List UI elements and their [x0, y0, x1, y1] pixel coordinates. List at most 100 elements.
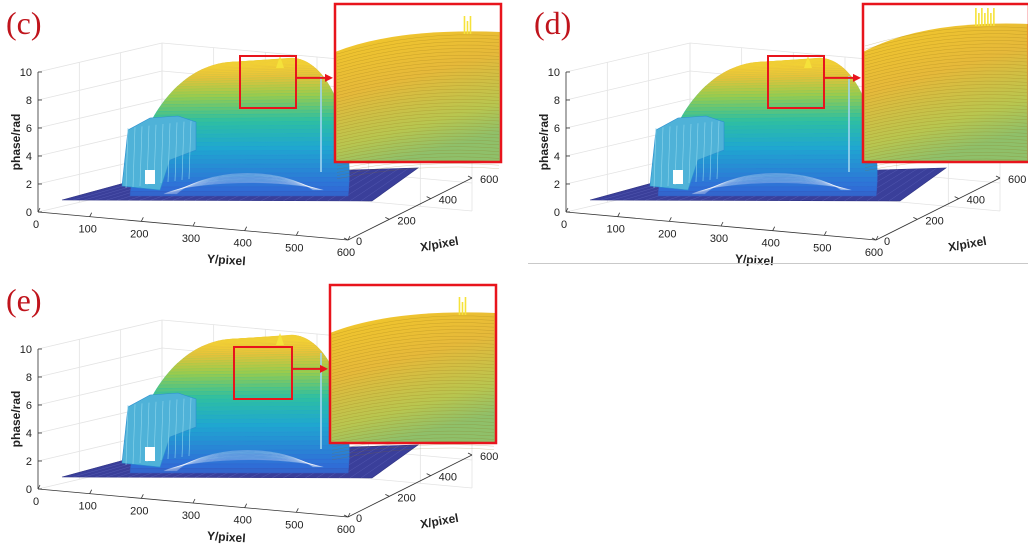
y-tick-label: 500 — [285, 519, 303, 531]
inset-contour — [864, 111, 1028, 127]
left-block-ridge — [125, 404, 129, 466]
inset-contour — [864, 148, 1028, 162]
y-tick-label: 300 — [182, 510, 200, 522]
inset-contour — [336, 115, 500, 132]
inset-contour — [331, 332, 495, 352]
inset-surface — [330, 312, 496, 443]
y-tick-label: 500 — [813, 242, 831, 254]
inset-contour — [331, 363, 495, 381]
y-tick-mark — [347, 235, 351, 241]
inset-contour — [336, 112, 500, 128]
grid-line — [37, 319, 163, 350]
surface-contour — [174, 451, 315, 472]
surface-contour — [698, 177, 846, 195]
left-block-ridge — [702, 122, 706, 182]
x-tick-label: 0 — [356, 513, 362, 525]
inset-contour — [336, 149, 500, 164]
y-tick-mark — [565, 207, 569, 213]
inset-frame — [328, 283, 498, 445]
z-tick-label: 10 — [548, 67, 560, 79]
z-tick-label: 6 — [26, 123, 32, 135]
x-axis-label: X/pixel — [419, 234, 460, 255]
left-block-ridge — [174, 399, 178, 459]
inset-contour — [331, 359, 495, 377]
floor-mesh-line — [360, 168, 409, 202]
left-block-ridge — [167, 123, 171, 183]
x-tick-mark — [995, 175, 1001, 179]
surface-contour — [701, 174, 844, 195]
inset-contour — [336, 129, 500, 144]
inset-contour — [331, 424, 495, 438]
inset-contour — [864, 138, 1028, 152]
z-tick-label: 0 — [554, 207, 560, 219]
z-tick-label: 6 — [26, 400, 32, 412]
inset-contour — [336, 143, 500, 157]
inset-contour — [336, 109, 500, 125]
inset-contour — [864, 141, 1028, 156]
panel-label: (d) — [534, 5, 571, 41]
inset-contour — [331, 325, 495, 345]
x-tick-mark — [467, 452, 473, 456]
surface-contour — [173, 451, 316, 472]
y-axis-label: Y/pixel — [206, 529, 246, 546]
inset-contour — [331, 396, 495, 413]
inset-contour — [331, 379, 495, 397]
inset-contour — [331, 315, 495, 336]
surface-contour — [173, 175, 316, 195]
grid-line — [37, 42, 163, 73]
z-tick-label: 0 — [26, 207, 32, 219]
inset-contour — [336, 68, 500, 87]
y-tick-label: 200 — [658, 228, 676, 240]
z-tick-label: 4 — [554, 151, 560, 163]
x-tick-label: 400 — [439, 195, 457, 207]
surface-left-structure — [649, 115, 725, 191]
surface-contour — [695, 179, 849, 195]
inset-surface — [335, 31, 501, 162]
left-block-ridge — [181, 121, 185, 181]
y-tick-label: 100 — [606, 224, 624, 236]
left-block-ridge — [709, 121, 713, 181]
inset-contour — [864, 80, 1028, 98]
inset-contour — [331, 373, 495, 390]
inset-contour — [331, 390, 495, 406]
x-tick-label: 0 — [356, 236, 362, 248]
surface-contour — [170, 177, 318, 195]
inset-contour — [336, 34, 500, 55]
inset-contour — [336, 105, 500, 122]
z-axis-label: phase/rad — [9, 391, 23, 448]
x-axis-line — [347, 177, 473, 241]
surface-contour — [694, 180, 850, 195]
grid-line — [37, 347, 163, 378]
surface-contour — [166, 457, 321, 472]
inset-contour — [336, 85, 500, 103]
y-tick-mark — [823, 231, 827, 236]
surface-contour — [697, 177, 847, 195]
y-tick-mark — [37, 207, 41, 213]
left-block-ridge — [132, 404, 136, 465]
inset-contour — [864, 124, 1028, 140]
surface-strip — [657, 191, 877, 197]
inset-contour — [864, 29, 1028, 50]
inset-contour — [864, 135, 1028, 149]
inset-contour — [331, 339, 495, 358]
inset-contour — [336, 163, 500, 176]
inset-contour — [331, 407, 495, 422]
surface-contour — [169, 455, 320, 472]
surface-contour — [692, 181, 851, 195]
inset-contour — [864, 97, 1028, 114]
inset-contour — [331, 322, 495, 342]
inset-contour — [864, 84, 1028, 101]
y-tick-mark — [720, 221, 724, 227]
y-tick-label: 0 — [33, 219, 39, 231]
y-tick-mark — [244, 226, 248, 231]
surface-contour — [176, 450, 314, 472]
z-tick-label: 10 — [20, 67, 32, 79]
y-tick-mark — [875, 235, 879, 241]
inset-contour — [336, 71, 500, 90]
surface-spike — [804, 56, 812, 68]
grid-line — [565, 42, 691, 73]
inset-contour — [336, 166, 500, 180]
surface-contour — [170, 454, 318, 472]
